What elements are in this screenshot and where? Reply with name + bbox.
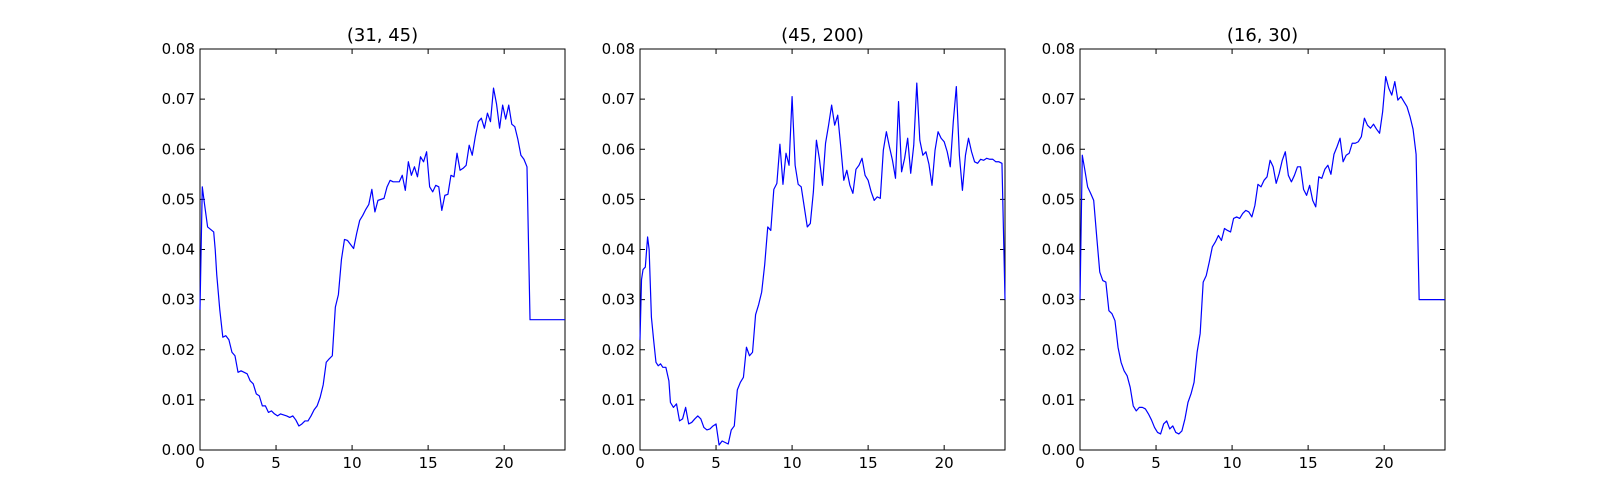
series-line-1 [199,87,565,427]
chart-panel-1: (31, 45) 0 5 10 15 20 0.00 0.01 0.02 0.03 0.04 0.05… [162,25,566,472]
y-tick-label: 0.02 [162,341,195,359]
y-tick-label: 0.07 [162,90,195,108]
y-tick-label: 0.05 [602,190,635,208]
x-tick-label: 10 [343,454,362,472]
y-tick-label: 0.05 [1042,190,1075,208]
y-tick-label: 0.08 [602,40,635,58]
y-tick-label: 0.07 [602,90,635,108]
y-tick-label: 0.04 [602,241,635,259]
x-tick-label: 15 [859,454,878,472]
y-tick-label: 0.08 [162,40,195,58]
x-tick-label: 10 [783,454,802,472]
y-tick-label: 0.01 [162,391,195,409]
x-tick-label: 0 [1075,454,1085,472]
x-tick-label: 20 [495,454,514,472]
y-tick-label: 0.06 [162,140,195,158]
chart-title: (16, 30) [1227,25,1298,46]
series-line-1 [1079,75,1445,435]
x-tick-label: 5 [271,454,281,472]
chart-panel-3: (16, 30) 0 5 10 15 20 0.00 0.01 0.02 0.03 0.04 0.05… [1042,25,1446,472]
chart-panel-2: (45, 200) 0 5 10 15 20 0.00 0.01 0.02 0.03 0.04 0.0… [602,25,1006,472]
series-line-1 [639,82,1006,446]
y-tick-label: 0.03 [162,291,195,309]
y-tick-label: 0.01 [602,391,635,409]
y-tick-label: 0.02 [602,341,635,359]
y-tick-label: 0.00 [602,441,635,459]
y-tick-label: 0.03 [602,291,635,309]
x-tick-label: 5 [1151,454,1161,472]
y-tick-label: 0.03 [1042,291,1075,309]
x-tick-label: 20 [1375,454,1394,472]
y-tick-label: 0.04 [1042,241,1075,259]
x-tick-label: 20 [935,454,954,472]
y-tick-label: 0.05 [162,190,195,208]
x-tick-label: 15 [419,454,438,472]
y-tick-label: 0.07 [1042,90,1075,108]
x-tick-label: 5 [711,454,721,472]
y-tick-label: 0.02 [1042,341,1075,359]
y-tick-label: 0.08 [1042,40,1075,58]
axes-frame [639,48,1006,451]
chart-title: (45, 200) [781,25,864,46]
chart-title: (31, 45) [347,25,418,46]
y-tick-label: 0.06 [602,140,635,158]
axes-frame [1079,48,1446,451]
x-tick-label: 0 [635,454,645,472]
x-tick-label: 15 [1299,454,1318,472]
y-tick-label: 0.04 [162,241,195,259]
y-tick-label: 0.00 [1042,441,1075,459]
y-tick-label: 0.00 [162,441,195,459]
x-tick-label: 0 [195,454,205,472]
y-tick-label: 0.06 [1042,140,1075,158]
x-tick-label: 10 [1223,454,1242,472]
y-tick-label: 0.01 [1042,391,1075,409]
